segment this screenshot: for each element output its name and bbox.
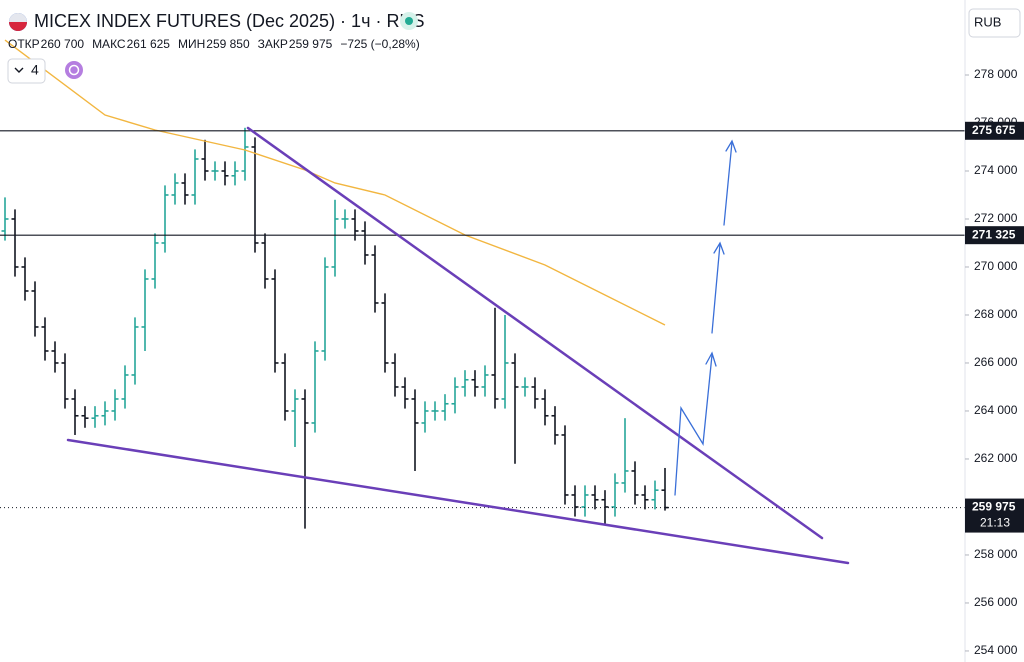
y-tick-label: 274 000 bbox=[974, 163, 1018, 177]
currency-button[interactable] bbox=[968, 8, 1021, 38]
chevron bbox=[14, 67, 24, 73]
drawings bbox=[66, 126, 850, 565]
y-tick-label: 272 000 bbox=[974, 211, 1018, 225]
y-tick-label: 266 000 bbox=[974, 355, 1018, 369]
indicators-count: 4 bbox=[31, 62, 39, 78]
ohlc-row: ОТКР 260 700 МАКС 261 625 МИН 259 850 ЗАКР 259 … bbox=[8, 37, 420, 51]
axis-background bbox=[965, 0, 1024, 662]
refresh-icon[interactable] bbox=[65, 61, 83, 79]
trend-line bbox=[66, 438, 850, 565]
ohlc-label: МИН bbox=[178, 37, 205, 51]
y-tick-label: 268 000 bbox=[974, 307, 1018, 321]
arrow-head bbox=[705, 351, 717, 367]
ohlc-label: ЗАКР bbox=[258, 37, 288, 51]
plot bbox=[0, 39, 965, 529]
indicators-button[interactable] bbox=[7, 58, 46, 84]
status-dot bbox=[405, 17, 413, 25]
flag-white bbox=[9, 13, 27, 22]
last-price-time: 21:13 bbox=[980, 516, 1010, 530]
level-label: 275 675 bbox=[972, 123, 1016, 137]
last-price-box bbox=[965, 498, 1024, 533]
ohlc-label: МАКС bbox=[92, 37, 126, 51]
flag-red bbox=[9, 22, 27, 31]
y-tick-label: 262 000 bbox=[974, 451, 1018, 465]
trend-line bbox=[246, 126, 824, 540]
symbol-title: MICEX INDEX FUTURES (Dec 2025) · 1ч · RU… bbox=[34, 11, 424, 31]
header: MICEX INDEX FUTURES (Dec 2025) · 1ч · RU… bbox=[7, 8, 1021, 84]
y-tick-label: 258 000 bbox=[974, 547, 1018, 561]
last-price-label: 259 975 bbox=[972, 500, 1016, 514]
arrow-head bbox=[725, 139, 737, 153]
forecast-path bbox=[711, 243, 721, 334]
ohlc-value: 260 700 bbox=[41, 37, 85, 51]
ohlc-value: 259 850 bbox=[206, 37, 250, 51]
y-tick-label: 256 000 bbox=[974, 595, 1018, 609]
y-tick-label: 278 000 bbox=[974, 67, 1018, 81]
arrow-head bbox=[713, 241, 725, 255]
change: −725 (−0,28%) bbox=[340, 37, 419, 51]
y-tick-label: 254 000 bbox=[974, 643, 1018, 657]
level-box bbox=[965, 226, 1024, 245]
level-box bbox=[965, 121, 1024, 140]
currency: RUB bbox=[974, 14, 1001, 29]
y-tick-label: 264 000 bbox=[974, 403, 1018, 417]
ohlc-label: ОТКР bbox=[8, 37, 40, 51]
forecast-path bbox=[723, 141, 733, 226]
ohlc-value: 261 625 bbox=[127, 37, 171, 51]
refresh-glyph bbox=[68, 64, 80, 76]
y-tick-label: 270 000 bbox=[974, 259, 1018, 273]
forecast-path bbox=[674, 354, 713, 496]
level-label: 271 325 bbox=[972, 227, 1016, 241]
ohlc-value: 259 975 bbox=[289, 37, 333, 51]
moving-average bbox=[4, 39, 666, 326]
